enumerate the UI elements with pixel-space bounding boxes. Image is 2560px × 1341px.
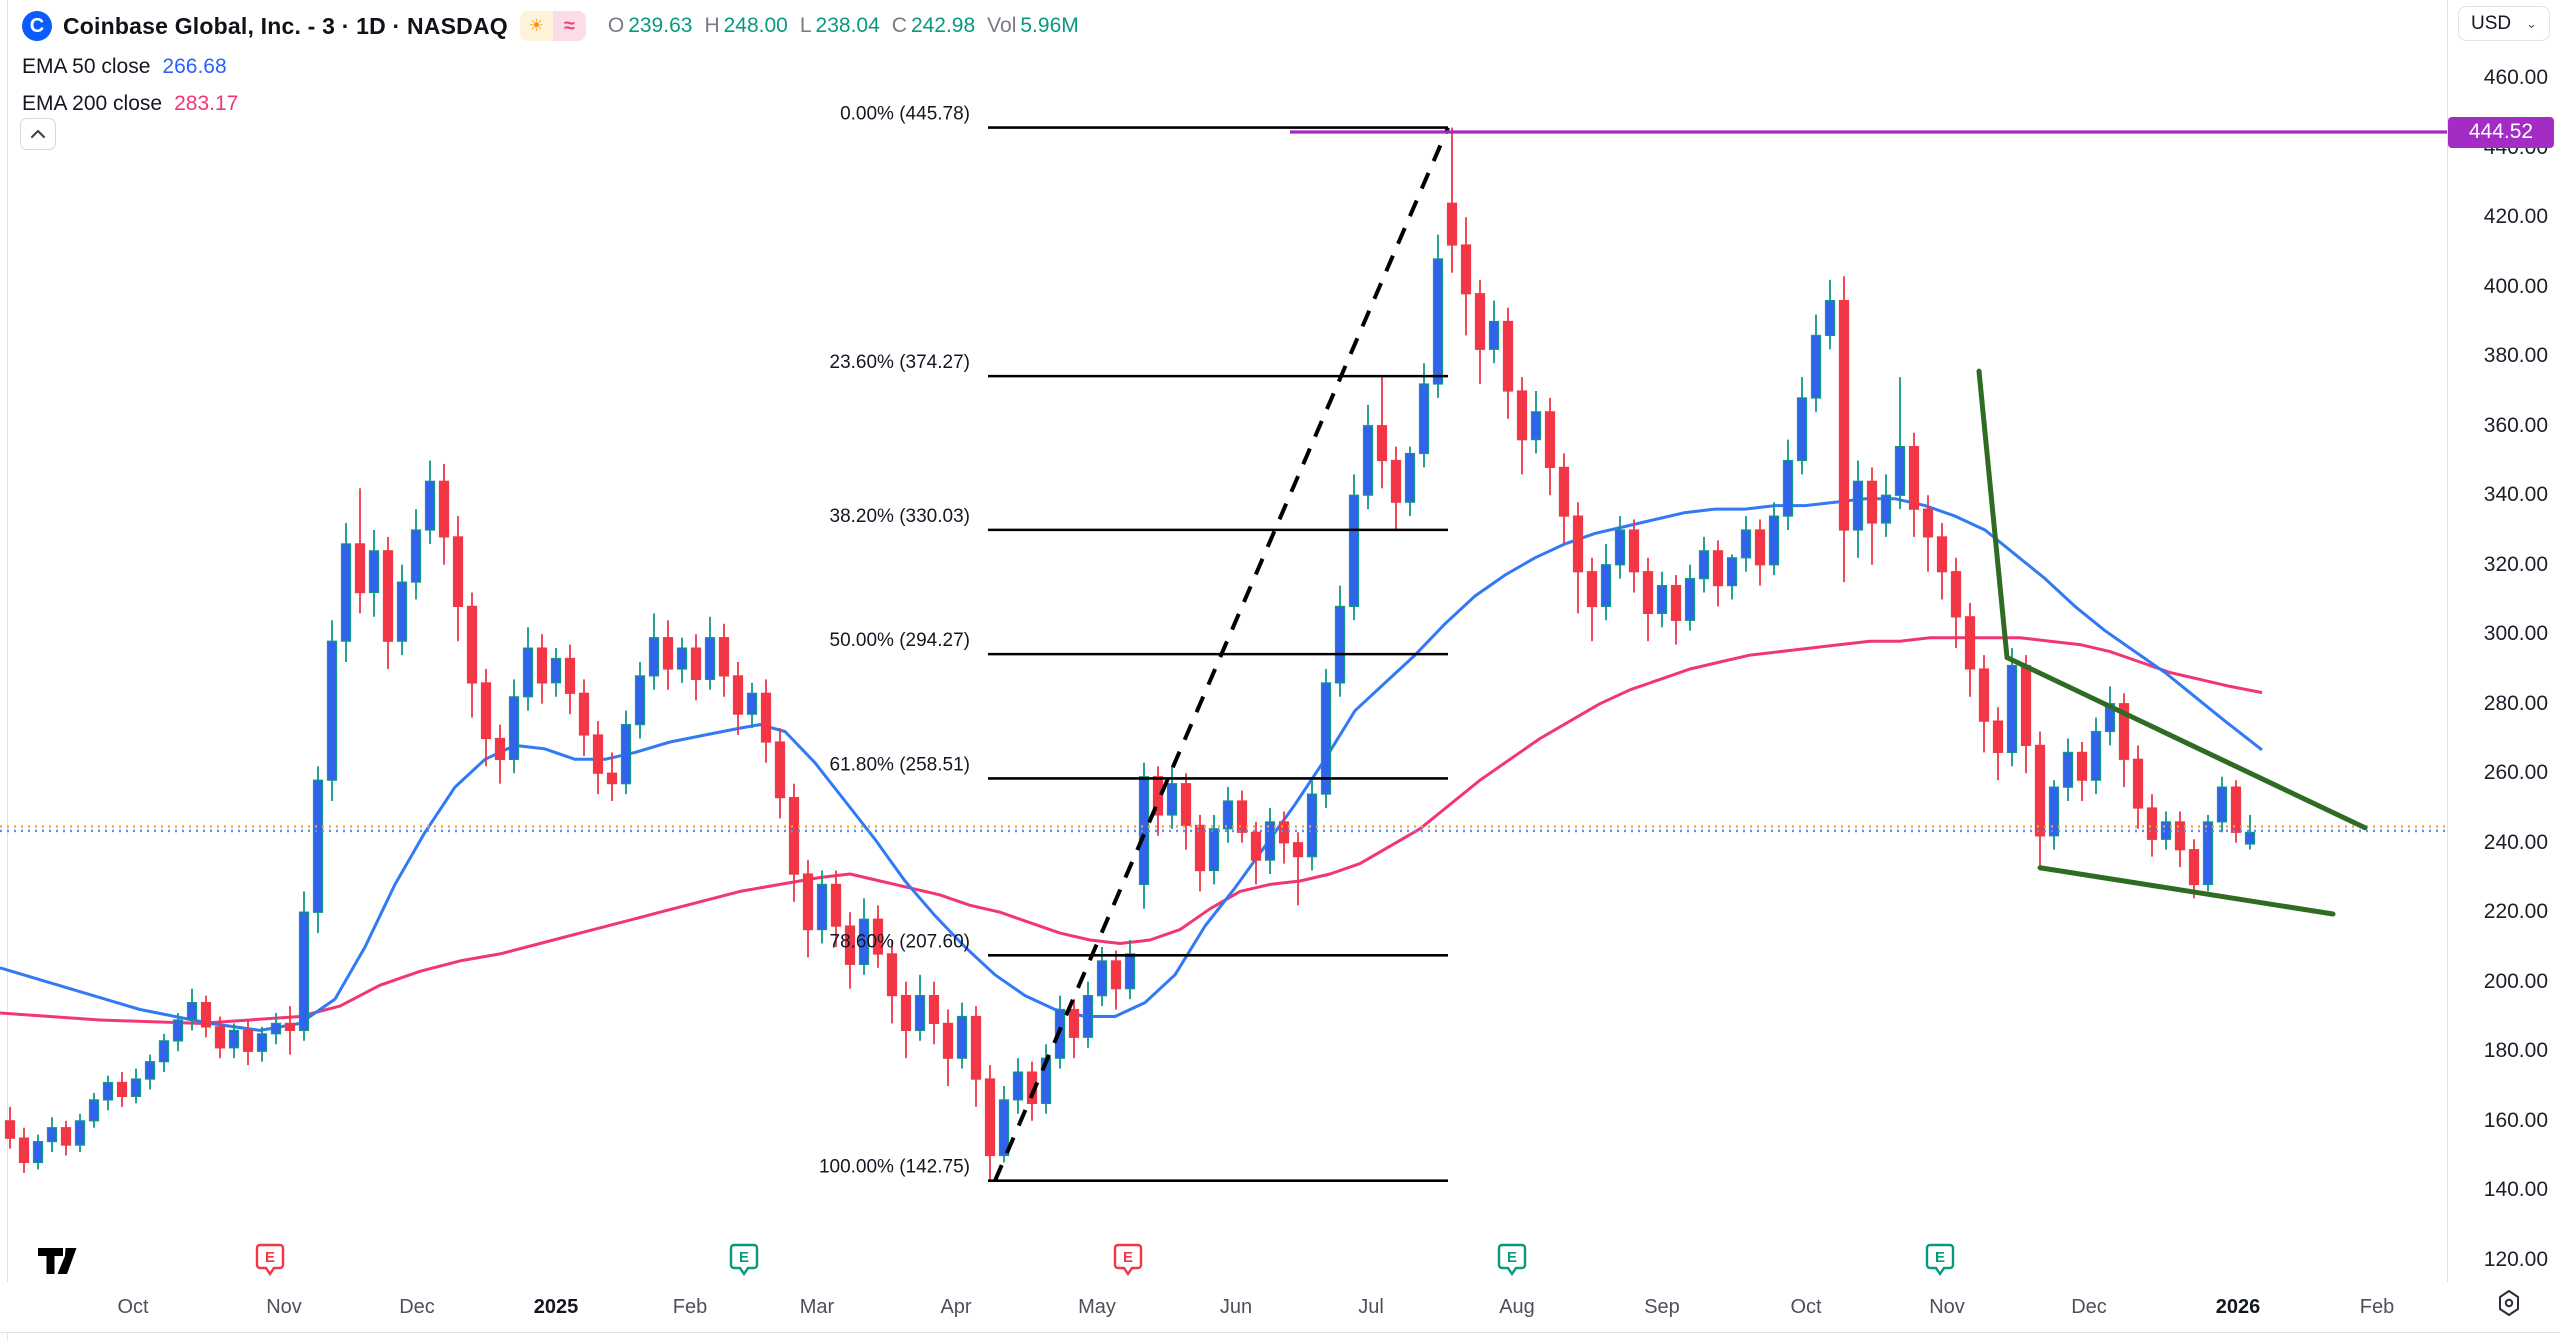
ema50-line	[0, 497, 2263, 1032]
svg-text:38.20% (330.03): 38.20% (330.03)	[830, 506, 971, 527]
tradingview-logo[interactable]	[38, 1248, 82, 1279]
dashed-trend-line	[993, 126, 1450, 1182]
volume-value: 5.96M	[1020, 14, 1079, 37]
green-trend-line	[1976, 368, 2010, 661]
price-tick: 320.00	[2483, 552, 2548, 576]
ema200-legend-row[interactable]: EMA 200 close 283.17	[22, 90, 1079, 118]
svg-text:23.60% (374.27): 23.60% (374.27)	[830, 352, 971, 373]
chevron-down-icon: ⌄	[2526, 15, 2537, 31]
volume-label: Vol	[987, 14, 1017, 37]
svg-text:E: E	[1507, 1249, 1517, 1266]
open-label: O	[607, 14, 625, 37]
svg-text:61.80% (258.51): 61.80% (258.51)	[830, 754, 971, 775]
close-label: C	[891, 14, 907, 37]
candles	[4, 127, 2256, 1181]
axis-settings-gear-icon[interactable]	[2494, 1288, 2524, 1323]
price-tick: 280.00	[2483, 691, 2548, 715]
market-status-badges: ☀ ≈	[519, 11, 586, 41]
time-axis-label: Aug	[1499, 1296, 1535, 1318]
close-value: 242.98	[910, 14, 976, 37]
time-axis-label: Nov	[266, 1296, 302, 1318]
time-axis-label: Mar	[799, 1296, 835, 1318]
coinbase-logo-icon: C	[22, 11, 52, 41]
high-label: H	[704, 14, 720, 37]
ohlc-readout: O 239.63 H 248.00 L 238.04 C 242.98 Vol …	[600, 14, 1079, 38]
time-axis-label: Jun	[1219, 1296, 1253, 1318]
green-trend-line	[2004, 655, 2368, 831]
earnings-flag-icon[interactable]: E	[729, 1243, 759, 1282]
legend-collapse-button[interactable]	[20, 118, 56, 150]
earnings-flag-icon[interactable]: E	[255, 1243, 285, 1282]
symbol-title[interactable]: Coinbase Global, Inc. - 3 · 1D · NASDAQ	[63, 12, 508, 39]
time-axis-label: Feb	[672, 1296, 708, 1318]
left-panel-divider	[7, 0, 8, 1341]
price-tick: 460.00	[2483, 66, 2548, 90]
ema200-label: EMA 200 close	[22, 92, 163, 115]
earnings-flag-icon[interactable]: E	[1113, 1243, 1143, 1282]
time-axis-label: Oct	[1790, 1296, 1822, 1318]
time-axis-label: 2026	[2215, 1296, 2261, 1318]
earnings-flag-icon[interactable]: E	[1497, 1243, 1527, 1282]
price-tick: 160.00	[2483, 1108, 2548, 1132]
price-tick: 380.00	[2483, 344, 2548, 368]
fair-value-approx-icon[interactable]: ≈	[552, 11, 586, 41]
fib-retracement: 0.00% (445.78) 23.60% (374.27) 38.20% (330…	[819, 104, 1448, 1182]
time-axis-label: Jul	[1358, 1296, 1384, 1318]
svg-text:0.00% (445.78): 0.00% (445.78)	[840, 104, 970, 125]
market-open-sun-icon[interactable]: ☀	[519, 11, 553, 41]
svg-text:78.60% (207.60): 78.60% (207.60)	[830, 931, 971, 952]
svg-text:100.00% (142.75): 100.00% (142.75)	[819, 1157, 970, 1178]
earnings-flag-icon[interactable]: E	[1925, 1243, 1955, 1282]
price-tick: 420.00	[2483, 205, 2548, 229]
time-axis-label: Sep	[1644, 1296, 1680, 1318]
price-tick: 120.00	[2483, 1247, 2548, 1271]
open-value: 239.63	[628, 14, 693, 37]
ema50-legend-row[interactable]: EMA 50 close 266.68	[22, 53, 1079, 81]
svg-text:50.00% (294.27): 50.00% (294.27)	[830, 630, 971, 651]
time-axis-label: 2025	[533, 1296, 579, 1318]
time-axis-label: Dec	[2071, 1296, 2107, 1318]
price-tick: 180.00	[2483, 1039, 2548, 1063]
low-label: L	[799, 14, 812, 37]
time-axis-label: Apr	[940, 1296, 972, 1318]
time-axis-label: Oct	[117, 1296, 149, 1318]
high-value: 248.00	[723, 14, 788, 37]
svg-text:E: E	[1123, 1249, 1133, 1266]
time-axis-label: Dec	[399, 1296, 435, 1318]
price-axis[interactable]: 460.00440.00420.00400.00380.00360.00340.…	[2447, 0, 2560, 1282]
chevron-up-icon	[30, 129, 46, 139]
time-axis[interactable]: Oct Nov Dec 2025 Feb Mar Apr May Jun Jul Aug Sep Oct…	[0, 1282, 2560, 1333]
price-tick: 240.00	[2483, 830, 2548, 854]
time-axis-label: Feb	[2359, 1296, 2395, 1318]
price-tick: 220.00	[2483, 900, 2548, 924]
price-tick: 140.00	[2483, 1178, 2548, 1202]
price-tick: 400.00	[2483, 274, 2548, 298]
currency-selector[interactable]: USD ⌄	[2458, 6, 2550, 41]
purple-price-label: 444.52	[2448, 116, 2554, 148]
price-tick: 360.00	[2483, 413, 2548, 437]
currency-label: USD	[2471, 12, 2512, 34]
ema200-value: 283.17	[174, 92, 239, 115]
svg-text:E: E	[1935, 1249, 1945, 1266]
svg-text:E: E	[739, 1249, 749, 1266]
ema200-line	[0, 636, 2263, 1025]
svg-text:E: E	[265, 1249, 275, 1266]
price-tick: 300.00	[2483, 622, 2548, 646]
ema50-label: EMA 50 close	[22, 55, 151, 78]
chart-legend: C Coinbase Global, Inc. - 3 · 1D · NASDA…	[22, 8, 1079, 118]
price-tick: 340.00	[2483, 483, 2548, 507]
price-chart[interactable]: 0.00% (445.78) 23.60% (374.27) 38.20% (330…	[0, 0, 2447, 1282]
ema50-value: 266.68	[162, 55, 227, 78]
green-trend-line	[2037, 865, 2336, 917]
time-axis-label: May	[1078, 1296, 1116, 1318]
price-tick: 260.00	[2483, 761, 2548, 785]
time-axis-label: Nov	[1929, 1296, 1965, 1318]
low-value: 238.04	[815, 14, 880, 37]
price-tick: 200.00	[2483, 969, 2548, 993]
